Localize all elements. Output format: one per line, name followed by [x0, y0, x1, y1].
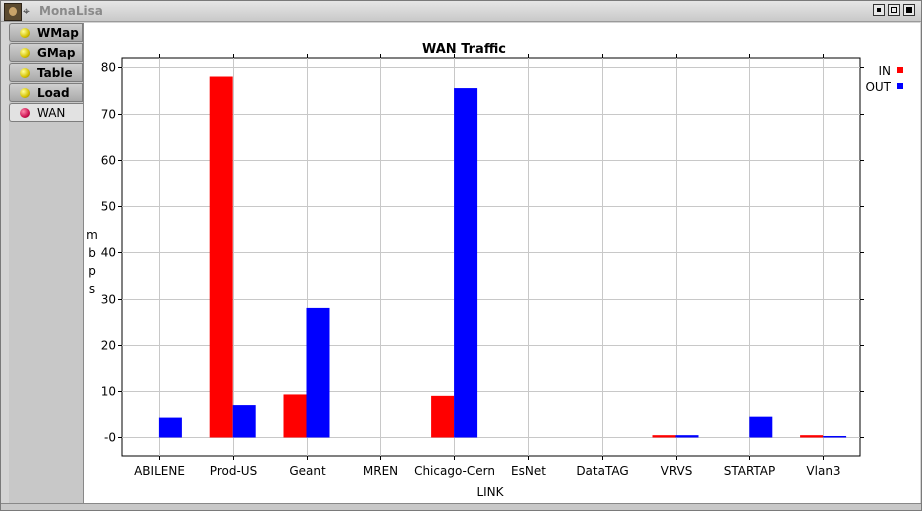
- bar-out-chicago-cern: [454, 88, 478, 438]
- tab-wmap[interactable]: WMap: [9, 23, 83, 42]
- bar-out-startap: [749, 416, 773, 438]
- wan-traffic-chart: -0 10 20 30 40 50 60 70 80 ABILENE Prod-US Geant MRE…: [86, 42, 903, 499]
- wan-chart-panel: -0 10 20 30 40 50 60 70 80 ABILENE Prod-US Geant MRE…: [83, 23, 920, 503]
- y-tick-label: 70: [101, 108, 116, 122]
- yellow-dot-icon: [20, 88, 30, 98]
- minimize-button[interactable]: [873, 4, 885, 16]
- maximize-button[interactable]: [888, 4, 900, 16]
- tab-label: GMap: [37, 46, 76, 60]
- y-axis-label-letter: b: [88, 246, 96, 260]
- y-tick-label: 80: [101, 61, 116, 75]
- x-tick-label: DataTAG: [576, 464, 628, 478]
- bar-out-prod-us: [232, 405, 256, 438]
- title-bar[interactable]: ⌖ MonaLisa: [1, 1, 921, 22]
- tab-gmap[interactable]: GMap: [9, 43, 83, 62]
- x-tick-label: Chicago-Cern: [414, 464, 495, 478]
- bar-in-geant: [283, 394, 307, 438]
- x-tick-label: STARTAP: [724, 464, 776, 478]
- y-tick-label: 20: [101, 339, 116, 353]
- y-tick-label: 30: [101, 293, 116, 307]
- legend-label: OUT: [865, 80, 891, 94]
- x-tick-label: Vlan3: [806, 464, 840, 478]
- y-tick-label: -0: [104, 431, 116, 445]
- mona-lisa-icon: [4, 3, 22, 21]
- y-axis-label-letter: s: [89, 282, 95, 296]
- bar-in-chicago-cern: [431, 395, 455, 438]
- pin-icon[interactable]: ⌖: [23, 4, 30, 18]
- x-tick-label: MREN: [363, 464, 398, 478]
- legend-swatch: [897, 67, 903, 73]
- plot-area: [121, 57, 861, 457]
- bar-in-vrvs: [652, 435, 676, 438]
- bottom-border: [1, 503, 921, 510]
- bar-out-vrvs: [675, 435, 699, 438]
- bar-in-vlan3: [800, 435, 824, 438]
- legend: IN OUT: [865, 64, 903, 94]
- bar-in-prod-us: [209, 76, 233, 438]
- tab-label: Table: [37, 66, 73, 80]
- x-tick-label: ABILENE: [134, 464, 185, 478]
- tab-label: WAN: [37, 106, 66, 120]
- red-dot-icon: [20, 108, 30, 118]
- legend-swatch: [897, 83, 903, 89]
- y-tick-label: 60: [101, 154, 116, 168]
- tab-label: WMap: [37, 26, 79, 40]
- x-tick-label: Prod-US: [210, 464, 257, 478]
- x-tick-label: Geant: [289, 464, 326, 478]
- chart-title: WAN Traffic: [422, 42, 506, 57]
- tab-label: Load: [37, 86, 70, 100]
- bar-out-vlan3: [823, 435, 847, 438]
- y-tick-label: 50: [101, 200, 116, 214]
- legend-label: IN: [878, 64, 891, 78]
- yellow-dot-icon: [20, 48, 30, 58]
- x-axis-label: LINK: [476, 485, 504, 499]
- tab-table[interactable]: Table: [9, 63, 83, 82]
- y-axis-label-letter: m: [86, 228, 98, 242]
- window-title: MonaLisa: [39, 4, 103, 18]
- y-axis-label-letter: p: [88, 264, 96, 278]
- yellow-dot-icon: [20, 28, 30, 38]
- tab-load[interactable]: Load: [9, 83, 83, 102]
- x-tick-label: EsNet: [511, 464, 546, 478]
- view-tabs: WMap GMap Table Load WAN: [9, 23, 83, 507]
- tab-wan[interactable]: WAN: [9, 103, 83, 122]
- yellow-dot-icon: [20, 68, 30, 78]
- y-tick-label: 10: [101, 385, 116, 399]
- x-tick-label: VRVS: [661, 464, 693, 478]
- close-button[interactable]: [903, 4, 915, 16]
- y-tick-label: 40: [101, 246, 116, 260]
- bar-out-geant: [306, 307, 330, 438]
- bar-out-abilene: [158, 417, 182, 438]
